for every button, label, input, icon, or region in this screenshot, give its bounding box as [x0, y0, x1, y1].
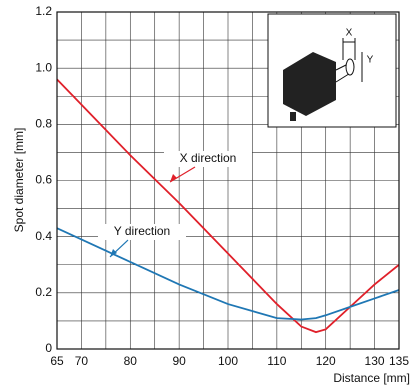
y-axis-label: Spot diameter [mm] [12, 128, 26, 233]
inset-label: Y [367, 55, 374, 66]
x-tick-label: 80 [124, 354, 138, 368]
x-tick-label: 120 [316, 354, 336, 368]
x-tick-label: 90 [172, 354, 186, 368]
x-axis-label: Distance [mm] [333, 371, 410, 385]
annotation-arrowhead [170, 174, 177, 182]
x-tick-label: 130 [365, 354, 385, 368]
y-tick-label: 0.8 [35, 117, 52, 131]
y-tick-label: 0 [45, 341, 52, 355]
lines [56, 78, 400, 334]
y-tick-label: 1.0 [35, 60, 52, 74]
grid [56, 11, 400, 350]
annotation-bg [98, 224, 186, 240]
x-tick-label: 100 [218, 354, 238, 368]
annotation-bg [164, 151, 252, 167]
sensor-cable [290, 112, 296, 121]
x-tick-label: 135 [389, 354, 409, 368]
y-tick-label: 0.2 [35, 285, 52, 299]
x-tick-label: 110 [267, 354, 286, 368]
x-tick-label: 70 [75, 354, 89, 368]
series-line [56, 227, 400, 321]
y-tick-label: 1.2 [35, 4, 52, 18]
x-tick-label: 65 [50, 354, 64, 368]
y-tick-label: 0.4 [35, 229, 52, 243]
series-annotation: X direction [180, 151, 237, 165]
inset: X Y [267, 13, 397, 128]
inset-label: X [346, 28, 353, 39]
spot [345, 58, 355, 76]
series-annotation: Y direction [114, 224, 170, 238]
y-tick-label: 0.6 [35, 173, 52, 187]
annotation-arrowhead [110, 249, 117, 257]
plot-frame [56, 11, 400, 350]
dimension-lines [342, 38, 363, 82]
sensor-body [283, 52, 336, 116]
series-line [56, 78, 400, 334]
